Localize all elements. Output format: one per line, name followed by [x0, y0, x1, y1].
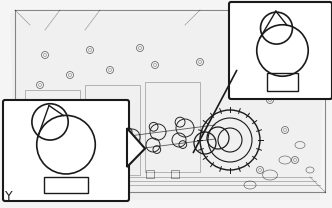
Bar — [121, 170, 129, 178]
FancyBboxPatch shape — [3, 100, 129, 201]
Bar — [145, 82, 200, 172]
Bar — [25, 90, 80, 180]
Bar — [44, 177, 88, 193]
FancyBboxPatch shape — [229, 2, 332, 99]
Bar — [146, 170, 154, 178]
Bar — [71, 170, 79, 178]
Text: Y: Y — [5, 190, 13, 203]
Bar — [96, 170, 104, 178]
Bar — [85, 85, 140, 175]
Bar — [267, 73, 298, 92]
Bar — [171, 170, 179, 178]
Polygon shape — [127, 128, 145, 167]
Bar — [46, 170, 54, 178]
Polygon shape — [10, 13, 325, 200]
